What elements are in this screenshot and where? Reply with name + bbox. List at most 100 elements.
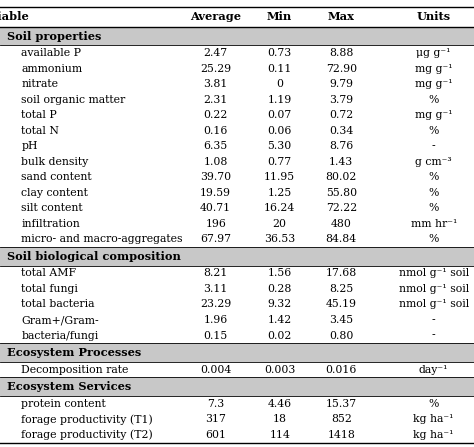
Bar xyxy=(0,343,474,362)
Text: 480: 480 xyxy=(331,219,352,229)
Text: μg g⁻¹: μg g⁻¹ xyxy=(417,48,451,58)
Text: 8.88: 8.88 xyxy=(329,48,354,58)
Text: 40.71: 40.71 xyxy=(200,203,231,213)
Text: total AMF: total AMF xyxy=(21,269,76,278)
Text: g cm⁻³: g cm⁻³ xyxy=(415,157,452,167)
Text: 18: 18 xyxy=(273,414,287,424)
Text: %: % xyxy=(428,234,439,245)
Text: 0.15: 0.15 xyxy=(203,330,228,341)
Text: 0.16: 0.16 xyxy=(203,126,228,136)
Text: 0.28: 0.28 xyxy=(267,284,292,294)
Text: Decomposition rate: Decomposition rate xyxy=(21,365,129,375)
Text: -: - xyxy=(432,330,436,341)
Text: %: % xyxy=(428,172,439,182)
Text: nmol g⁻¹ soil: nmol g⁻¹ soil xyxy=(399,284,469,294)
Text: clay content: clay content xyxy=(21,188,88,198)
Text: 2.31: 2.31 xyxy=(203,95,228,105)
Text: 1.96: 1.96 xyxy=(203,315,228,325)
Text: nitrate: nitrate xyxy=(21,79,58,89)
Text: soil organic matter: soil organic matter xyxy=(21,95,126,105)
Text: Soil properties: Soil properties xyxy=(7,31,101,42)
Text: 19.59: 19.59 xyxy=(200,188,231,198)
Text: 2.47: 2.47 xyxy=(204,48,228,58)
Text: total P: total P xyxy=(21,110,57,120)
Text: 4.46: 4.46 xyxy=(268,399,292,409)
Text: %: % xyxy=(428,126,439,136)
Text: 196: 196 xyxy=(205,219,226,229)
Text: nmol g⁻¹ soil: nmol g⁻¹ soil xyxy=(399,269,469,278)
Text: 36.53: 36.53 xyxy=(264,234,295,245)
Text: 15.37: 15.37 xyxy=(326,399,357,409)
Text: 0.80: 0.80 xyxy=(329,330,354,341)
Text: 8.76: 8.76 xyxy=(329,141,354,151)
Text: 0.77: 0.77 xyxy=(268,157,292,167)
Text: total N: total N xyxy=(21,126,59,136)
Text: Soil biological composition: Soil biological composition xyxy=(7,251,181,262)
Text: 317: 317 xyxy=(205,414,226,424)
Bar xyxy=(0,27,474,46)
Text: 1418: 1418 xyxy=(328,430,355,440)
Text: forage productivity (T1): forage productivity (T1) xyxy=(21,414,153,425)
Text: bulk density: bulk density xyxy=(21,157,89,167)
Text: Units: Units xyxy=(417,11,451,22)
Text: 0.73: 0.73 xyxy=(267,48,292,58)
Text: -: - xyxy=(432,315,436,325)
Text: available P: available P xyxy=(21,48,82,58)
Text: nmol g⁻¹ soil: nmol g⁻¹ soil xyxy=(399,299,469,309)
Text: micro- and macro-aggregates: micro- and macro-aggregates xyxy=(21,234,183,245)
Text: 6.35: 6.35 xyxy=(203,141,228,151)
Text: 67.97: 67.97 xyxy=(200,234,231,245)
Text: Ecosystem Services: Ecosystem Services xyxy=(7,381,131,392)
Text: kg ha⁻¹: kg ha⁻¹ xyxy=(413,414,454,424)
Text: 0.06: 0.06 xyxy=(267,126,292,136)
Text: mg g⁻¹: mg g⁻¹ xyxy=(415,110,453,120)
Text: 8.25: 8.25 xyxy=(329,284,354,294)
Text: kg ha⁻¹: kg ha⁻¹ xyxy=(413,430,454,440)
Text: 1.08: 1.08 xyxy=(203,157,228,167)
Text: 0.016: 0.016 xyxy=(326,365,357,375)
Text: 1.25: 1.25 xyxy=(267,188,292,198)
Text: 0: 0 xyxy=(276,79,283,89)
Text: 0.07: 0.07 xyxy=(267,110,292,120)
Text: 0.003: 0.003 xyxy=(264,365,295,375)
Text: 39.70: 39.70 xyxy=(200,172,231,182)
Text: forage productivity (T2): forage productivity (T2) xyxy=(21,430,153,440)
Text: 20: 20 xyxy=(273,219,287,229)
Text: 72.90: 72.90 xyxy=(326,64,357,74)
Text: -: - xyxy=(432,141,436,151)
Text: %: % xyxy=(428,399,439,409)
Text: sand content: sand content xyxy=(21,172,92,182)
Text: 3.79: 3.79 xyxy=(329,95,353,105)
Text: %: % xyxy=(428,188,439,198)
Text: 45.19: 45.19 xyxy=(326,299,357,309)
Text: total fungi: total fungi xyxy=(21,284,78,294)
Text: 11.95: 11.95 xyxy=(264,172,295,182)
Text: 0.02: 0.02 xyxy=(267,330,292,341)
Text: 55.80: 55.80 xyxy=(326,188,357,198)
Text: infiltration: infiltration xyxy=(21,219,80,229)
Text: %: % xyxy=(428,95,439,105)
Text: 25.29: 25.29 xyxy=(200,64,231,74)
Bar xyxy=(0,377,474,396)
Text: 8.21: 8.21 xyxy=(203,269,228,278)
Text: 0.34: 0.34 xyxy=(329,126,354,136)
Text: mm hr⁻¹: mm hr⁻¹ xyxy=(410,219,457,229)
Text: 9.32: 9.32 xyxy=(267,299,292,309)
Text: 16.24: 16.24 xyxy=(264,203,295,213)
Text: 852: 852 xyxy=(331,414,352,424)
Text: Max: Max xyxy=(328,11,355,22)
Text: 5.30: 5.30 xyxy=(267,141,292,151)
Text: mg g⁻¹: mg g⁻¹ xyxy=(415,64,453,74)
Text: 0.72: 0.72 xyxy=(329,110,354,120)
Text: Min: Min xyxy=(267,11,292,22)
Text: pH: pH xyxy=(21,141,38,151)
Text: 3.11: 3.11 xyxy=(203,284,228,294)
Text: 3.45: 3.45 xyxy=(329,315,353,325)
Text: 7.3: 7.3 xyxy=(207,399,224,409)
Text: 80.02: 80.02 xyxy=(326,172,357,182)
Text: 1.43: 1.43 xyxy=(329,157,354,167)
Text: 17.68: 17.68 xyxy=(326,269,357,278)
Text: 23.29: 23.29 xyxy=(200,299,231,309)
Text: Ecosystem Processes: Ecosystem Processes xyxy=(7,347,141,358)
Text: 3.81: 3.81 xyxy=(203,79,228,89)
